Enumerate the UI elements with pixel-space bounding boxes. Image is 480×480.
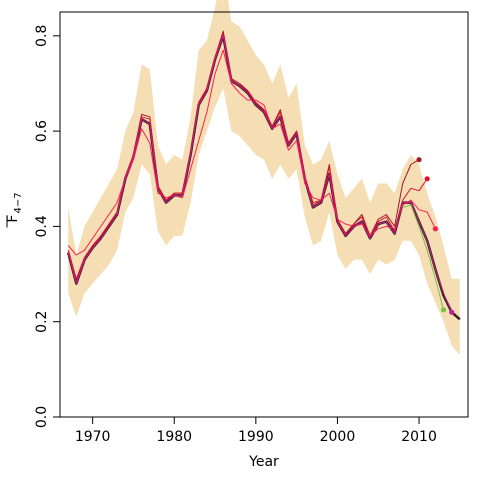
series-end-marker-1: [432, 226, 438, 232]
y-tick-label-1: 0.2: [34, 311, 50, 333]
x-tick-label-2000: 2000: [320, 429, 356, 445]
y-axis-title-main: F: [5, 215, 21, 223]
series-layer: [66, 30, 461, 321]
series-line-4: [67, 35, 453, 313]
confidence-band-layer: [68, 0, 460, 356]
x-axis: 1970 1980 1990 2000 2010: [75, 416, 437, 445]
y-tick-label-2: 0.4: [34, 215, 50, 237]
series-line-3: [67, 32, 428, 280]
series-end-marker-4: [449, 309, 455, 315]
x-tick-label-1990: 1990: [238, 429, 274, 445]
series-line-5: [402, 204, 444, 310]
y-tick-label-3: 0.6: [34, 120, 50, 142]
y-tick-label-0: 0.0: [34, 406, 50, 428]
y-axis: 0.0 0.2 0.4 0.6 0.8: [34, 25, 61, 428]
x-tick-label-2010: 2010: [401, 429, 437, 445]
x-tick-label-1980: 1980: [156, 429, 192, 445]
confidence-band: [68, 0, 460, 356]
series-end-marker-5: [440, 307, 447, 313]
y-axis-title: F 4−7: [5, 192, 24, 228]
y-axis-title-subscript: 4−7: [13, 192, 24, 213]
series-end-marker-2: [416, 157, 422, 163]
x-tick-label-1970: 1970: [75, 429, 111, 445]
x-axis-title: Year: [248, 454, 279, 470]
y-tick-label-4: 0.8: [34, 25, 50, 47]
series-end-marker-3: [424, 176, 430, 182]
marker-layer: [416, 157, 455, 315]
